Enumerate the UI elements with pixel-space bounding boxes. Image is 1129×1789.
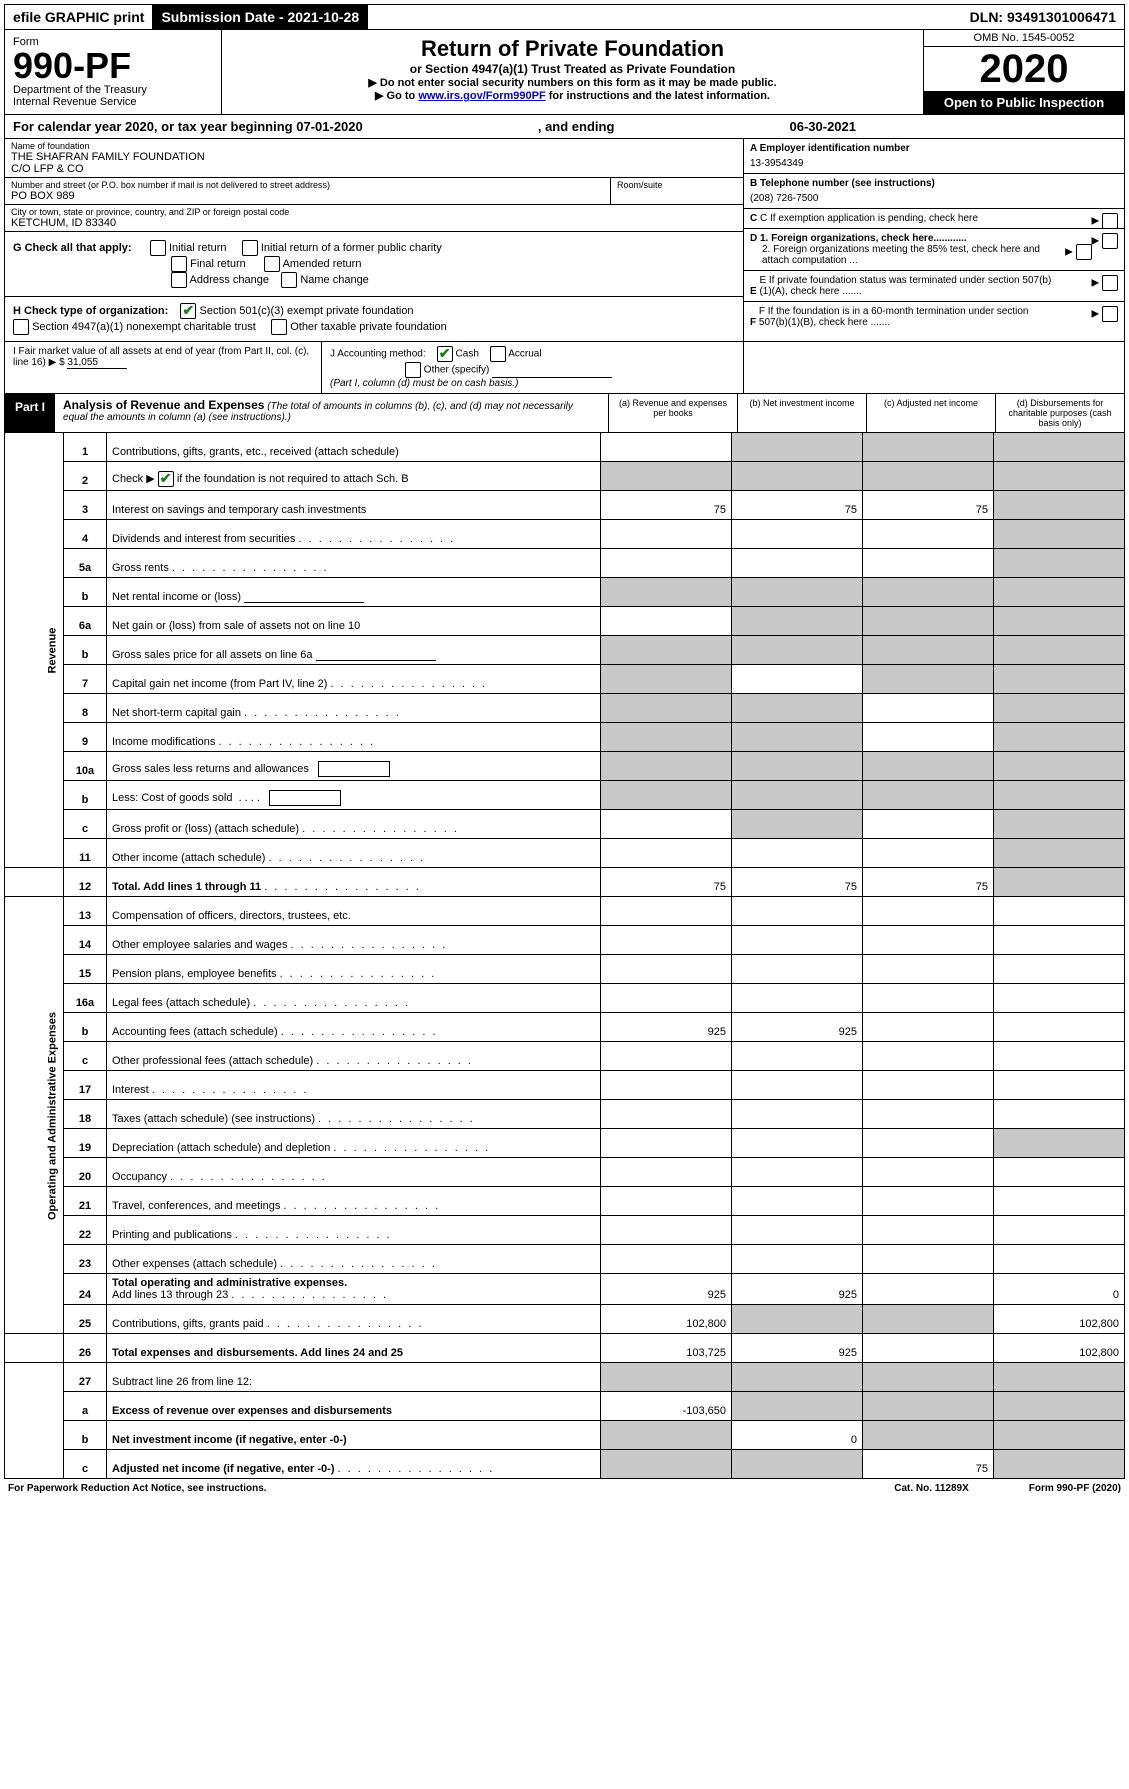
open-to-public: Open to Public Inspection bbox=[924, 91, 1124, 114]
address-change-checkbox[interactable] bbox=[171, 272, 187, 288]
header-note-1: ▶ Do not enter social security numbers o… bbox=[232, 76, 913, 89]
c-label: C If exemption application is pending, c… bbox=[760, 213, 978, 224]
name-change-checkbox[interactable] bbox=[281, 272, 297, 288]
tax-year: 2020 bbox=[924, 47, 1124, 91]
initial-former-checkbox[interactable] bbox=[242, 240, 258, 256]
h-label: H Check type of organization: bbox=[13, 305, 168, 317]
ij-block: I Fair market value of all assets at end… bbox=[4, 342, 1125, 394]
d2-checkbox[interactable] bbox=[1076, 244, 1092, 260]
initial-return-checkbox[interactable] bbox=[150, 240, 166, 256]
foundation-name-label: Name of foundation bbox=[11, 141, 737, 151]
part1-tab: Part I bbox=[5, 394, 55, 432]
col-b-header: (b) Net investment income bbox=[738, 394, 867, 432]
j-label: J Accounting method: bbox=[330, 349, 426, 360]
foundation-name-2: C/O LFP & CO bbox=[11, 163, 737, 175]
d2-text: 2. Foreign organizations meeting the 85%… bbox=[750, 244, 1042, 266]
g-label: G Check all that apply: bbox=[13, 242, 132, 254]
c-checkbox[interactable] bbox=[1102, 213, 1118, 229]
submission-date: Submission Date - 2021-10-28 bbox=[153, 5, 368, 29]
main-table: Revenue 1Contributions, gifts, grants, e… bbox=[4, 433, 1125, 1479]
foundation-name-1: THE SHAFRAN FAMILY FOUNDATION bbox=[11, 151, 737, 163]
phone-value: (208) 726-7500 bbox=[750, 193, 1118, 204]
final-return-checkbox[interactable] bbox=[171, 256, 187, 272]
efile-label[interactable]: efile GRAPHIC print bbox=[5, 5, 153, 29]
city-value: KETCHUM, ID 83340 bbox=[11, 217, 737, 229]
cash-checkbox[interactable] bbox=[437, 346, 453, 362]
form-number: 990-PF bbox=[13, 48, 213, 84]
address-label: Number and street (or P.O. box number if… bbox=[11, 180, 604, 190]
city-label: City or town, state or province, country… bbox=[11, 207, 737, 217]
top-bar: efile GRAPHIC print Submission Date - 20… bbox=[4, 4, 1125, 30]
col-d-header: (d) Disbursements for charitable purpose… bbox=[996, 394, 1124, 432]
address-value: PO BOX 989 bbox=[11, 190, 604, 202]
part1-header: Part I Analysis of Revenue and Expenses … bbox=[4, 394, 1125, 433]
e-checkbox[interactable] bbox=[1102, 275, 1118, 291]
ein-value: 13-3954349 bbox=[750, 158, 1118, 169]
phone-label: B Telephone number (see instructions) bbox=[750, 178, 1118, 189]
year-begin: 07-01-2020 bbox=[296, 119, 363, 134]
dept-line-1: Department of the Treasury bbox=[13, 84, 213, 96]
year-end: 06-30-2021 bbox=[790, 119, 857, 134]
form-title: Return of Private Foundation bbox=[232, 36, 913, 62]
f-checkbox[interactable] bbox=[1102, 306, 1118, 322]
dept-line-2: Internal Revenue Service bbox=[13, 96, 213, 108]
ein-label: A Employer identification number bbox=[750, 143, 1118, 154]
op-admin-section-label: Operating and Administrative Expenses bbox=[5, 897, 64, 1334]
other-method-checkbox[interactable] bbox=[405, 362, 421, 378]
form-header: Form 990-PF Department of the Treasury I… bbox=[4, 30, 1125, 115]
part1-title: Analysis of Revenue and Expenses bbox=[63, 398, 264, 412]
footer-right: Form 990-PF (2020) bbox=[1029, 1483, 1121, 1494]
header-note-2: ▶ Go to www.irs.gov/Form990PF for instru… bbox=[232, 89, 913, 102]
i-value: 31,055 bbox=[67, 357, 127, 369]
4947-checkbox[interactable] bbox=[13, 319, 29, 335]
calendar-year-row: For calendar year 2020, or tax year begi… bbox=[4, 115, 1125, 139]
instructions-link[interactable]: www.irs.gov/Form990PF bbox=[418, 90, 545, 102]
footer-left: For Paperwork Reduction Act Notice, see … bbox=[8, 1483, 267, 1494]
f-text: F If the foundation is in a 60-month ter… bbox=[759, 306, 1059, 328]
revenue-section-label: Revenue bbox=[5, 433, 64, 868]
accrual-checkbox[interactable] bbox=[490, 346, 506, 362]
d1-text: D 1. Foreign organizations, check here..… bbox=[750, 233, 967, 244]
amended-return-checkbox[interactable] bbox=[264, 256, 280, 272]
col-a-header: (a) Revenue and expenses per books bbox=[609, 394, 738, 432]
sch-b-checkbox[interactable] bbox=[158, 471, 174, 487]
other-taxable-checkbox[interactable] bbox=[271, 319, 287, 335]
footer-cat: Cat. No. 11289X bbox=[894, 1483, 968, 1494]
dln: DLN: 93491301006471 bbox=[962, 5, 1124, 29]
d1-checkbox[interactable] bbox=[1102, 233, 1118, 249]
501c3-checkbox[interactable] bbox=[180, 303, 196, 319]
page-footer: For Paperwork Reduction Act Notice, see … bbox=[4, 1479, 1125, 1494]
j-note: (Part I, column (d) must be on cash basi… bbox=[330, 378, 518, 389]
entity-block: Name of foundation THE SHAFRAN FAMILY FO… bbox=[4, 139, 1125, 342]
omb-number: OMB No. 1545-0052 bbox=[924, 30, 1124, 47]
e-text: E If private foundation status was termi… bbox=[759, 275, 1059, 297]
col-c-header: (c) Adjusted net income bbox=[867, 394, 996, 432]
form-subtitle: or Section 4947(a)(1) Trust Treated as P… bbox=[232, 62, 913, 76]
room-suite-label: Room/suite bbox=[611, 178, 743, 204]
